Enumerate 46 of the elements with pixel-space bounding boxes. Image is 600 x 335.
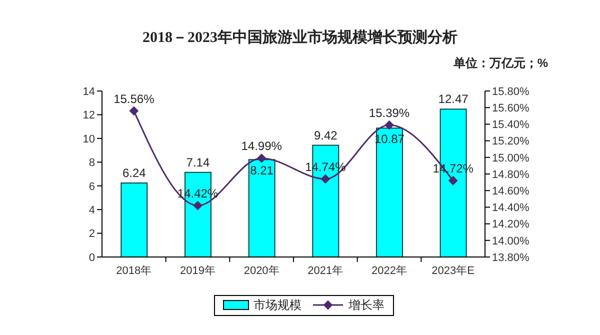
legend-label: 市场规模 bbox=[254, 296, 302, 314]
y2-tick-label: 15.80% bbox=[492, 86, 530, 98]
x-tick-label: 2020年 bbox=[244, 265, 280, 277]
x-tick-label: 2019年 bbox=[180, 265, 216, 277]
y2-tick-label: 15.60% bbox=[492, 102, 530, 115]
y2-tick-label: 14.60% bbox=[492, 186, 530, 198]
data-label: 14.99% bbox=[241, 139, 282, 154]
y2-tick-label: 14.00% bbox=[492, 235, 530, 248]
y-tick-label: 8 bbox=[88, 157, 95, 170]
y-tick-label: 6 bbox=[88, 180, 95, 193]
y-tick-label: 0 bbox=[88, 252, 95, 264]
legend-label: 增长率 bbox=[348, 296, 384, 314]
point bbox=[129, 106, 138, 116]
y-tick-label: 12 bbox=[82, 110, 95, 122]
data-label: 6.24 bbox=[122, 166, 146, 180]
y2-tick-label: 14.40% bbox=[492, 202, 530, 214]
y2-tick-label: 14.20% bbox=[492, 218, 530, 231]
data-label: 15.56% bbox=[114, 92, 155, 106]
bar bbox=[120, 182, 148, 257]
data-label: 15.39% bbox=[368, 106, 410, 120]
point bbox=[257, 154, 266, 163]
y2-tick-label: 15.20% bbox=[492, 136, 530, 148]
y2-tick-label: 15.00% bbox=[492, 152, 530, 164]
y-tick-label: 2 bbox=[88, 228, 95, 240]
data-label: 12.47 bbox=[438, 92, 469, 106]
y-tick-label: 14 bbox=[82, 86, 95, 98]
y2-tick-label: 13.80% bbox=[492, 252, 530, 264]
bar bbox=[248, 159, 276, 257]
point bbox=[384, 120, 394, 130]
point bbox=[448, 176, 458, 186]
data-label: 9.42 bbox=[314, 128, 338, 142]
y2-tick-label: 15.40% bbox=[492, 119, 530, 132]
text: 单位：万亿元；% bbox=[453, 55, 548, 72]
y-tick-label: 10 bbox=[82, 133, 95, 146]
x-tick-label: 2021年 bbox=[308, 265, 344, 277]
y-tick-label: 4 bbox=[88, 204, 95, 216]
point bbox=[193, 201, 202, 210]
point bbox=[320, 174, 330, 184]
data-label: 8.21 bbox=[250, 164, 274, 178]
x-tick-label: 2022年 bbox=[372, 265, 407, 277]
y2-tick-label: 14.80% bbox=[492, 168, 530, 181]
x-tick-label: 2018年 bbox=[116, 265, 152, 277]
data-label: 7.14 bbox=[186, 155, 210, 170]
bar bbox=[376, 128, 403, 257]
x-tick-label: 2023年E bbox=[432, 265, 474, 277]
chart-title: 2018－2023年中国旅游业市场规模增长预测分析 bbox=[142, 28, 458, 47]
